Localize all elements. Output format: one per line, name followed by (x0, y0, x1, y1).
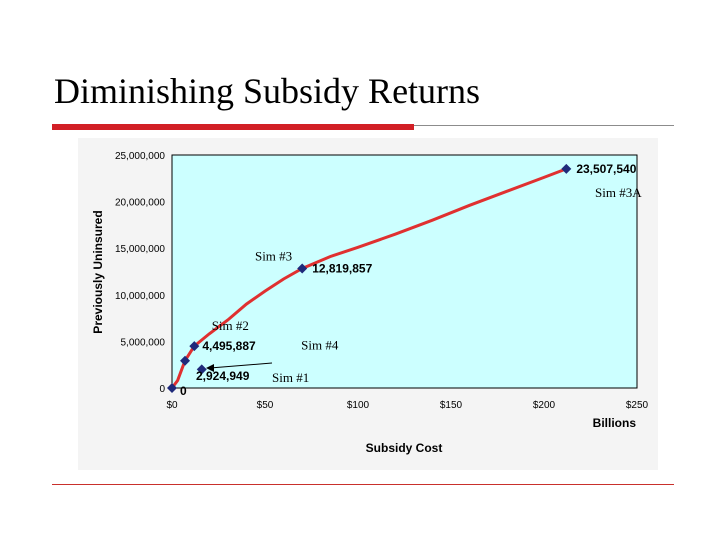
x-tick-label: $150 (440, 400, 463, 411)
x-tick-label: $250 (626, 400, 649, 411)
slide-title: Diminishing Subsidy Returns (54, 71, 481, 111)
plot-area (171, 154, 638, 389)
sim-label: Sim #3A (595, 185, 642, 200)
y-axis-ticks: 0 5,000,000 10,000,000 15,000,000 20,000,000… (115, 151, 166, 395)
y-axis-label: Previously Uninsured (91, 210, 105, 333)
sim-label: Sim #1 (272, 370, 309, 385)
y-tick-label: 20,000,000 (115, 198, 165, 209)
y-tick-label: 5,000,000 (121, 337, 166, 348)
x-tick-label: $100 (347, 400, 370, 411)
data-value-label: 2,924,949 (196, 369, 250, 383)
sim4-arrow-head (206, 364, 214, 372)
x-tick-label: $200 (533, 400, 556, 411)
x-tick-label: $0 (166, 400, 178, 411)
x-axis-label: Subsidy Cost (366, 441, 443, 455)
data-value-label: 4,495,887 (202, 339, 256, 353)
sim-label: Sim #3 (255, 249, 292, 264)
data-point-marker (167, 383, 177, 393)
y-tick-label: 0 (159, 384, 165, 395)
annotation-arrows (206, 362, 273, 372)
y-tick-label: 10,000,000 (115, 291, 165, 302)
data-point-marker (297, 263, 308, 274)
data-value-label: 0 (180, 384, 187, 398)
y-tick-label: 15,000,000 (115, 244, 165, 255)
x-axis-unit: Billions (593, 416, 637, 430)
data-value-label: 12,819,857 (312, 262, 372, 276)
data-point-marker (189, 341, 200, 352)
data-point-marker (180, 355, 191, 366)
title-accent-bar (52, 124, 414, 130)
sim-label: Sim #4 (301, 337, 339, 352)
footer-divider (52, 484, 674, 485)
data-labels: 0 2,924,949 Sim #1 4,495,887 Sim #2 12,819,85… (180, 162, 642, 398)
x-tick-label: $50 (257, 400, 274, 411)
sim-label: Sim #2 (212, 318, 249, 333)
data-value-label: 23,507,540 (576, 162, 636, 176)
x-axis-ticks: $0 $50 $100 $150 $200 $250 (166, 400, 648, 411)
data-point-marker (196, 364, 207, 375)
y-tick-label: 25,000,000 (115, 151, 165, 162)
data-points (167, 163, 572, 393)
sim4-arrow-line (209, 362, 273, 369)
data-point-marker (561, 163, 572, 174)
